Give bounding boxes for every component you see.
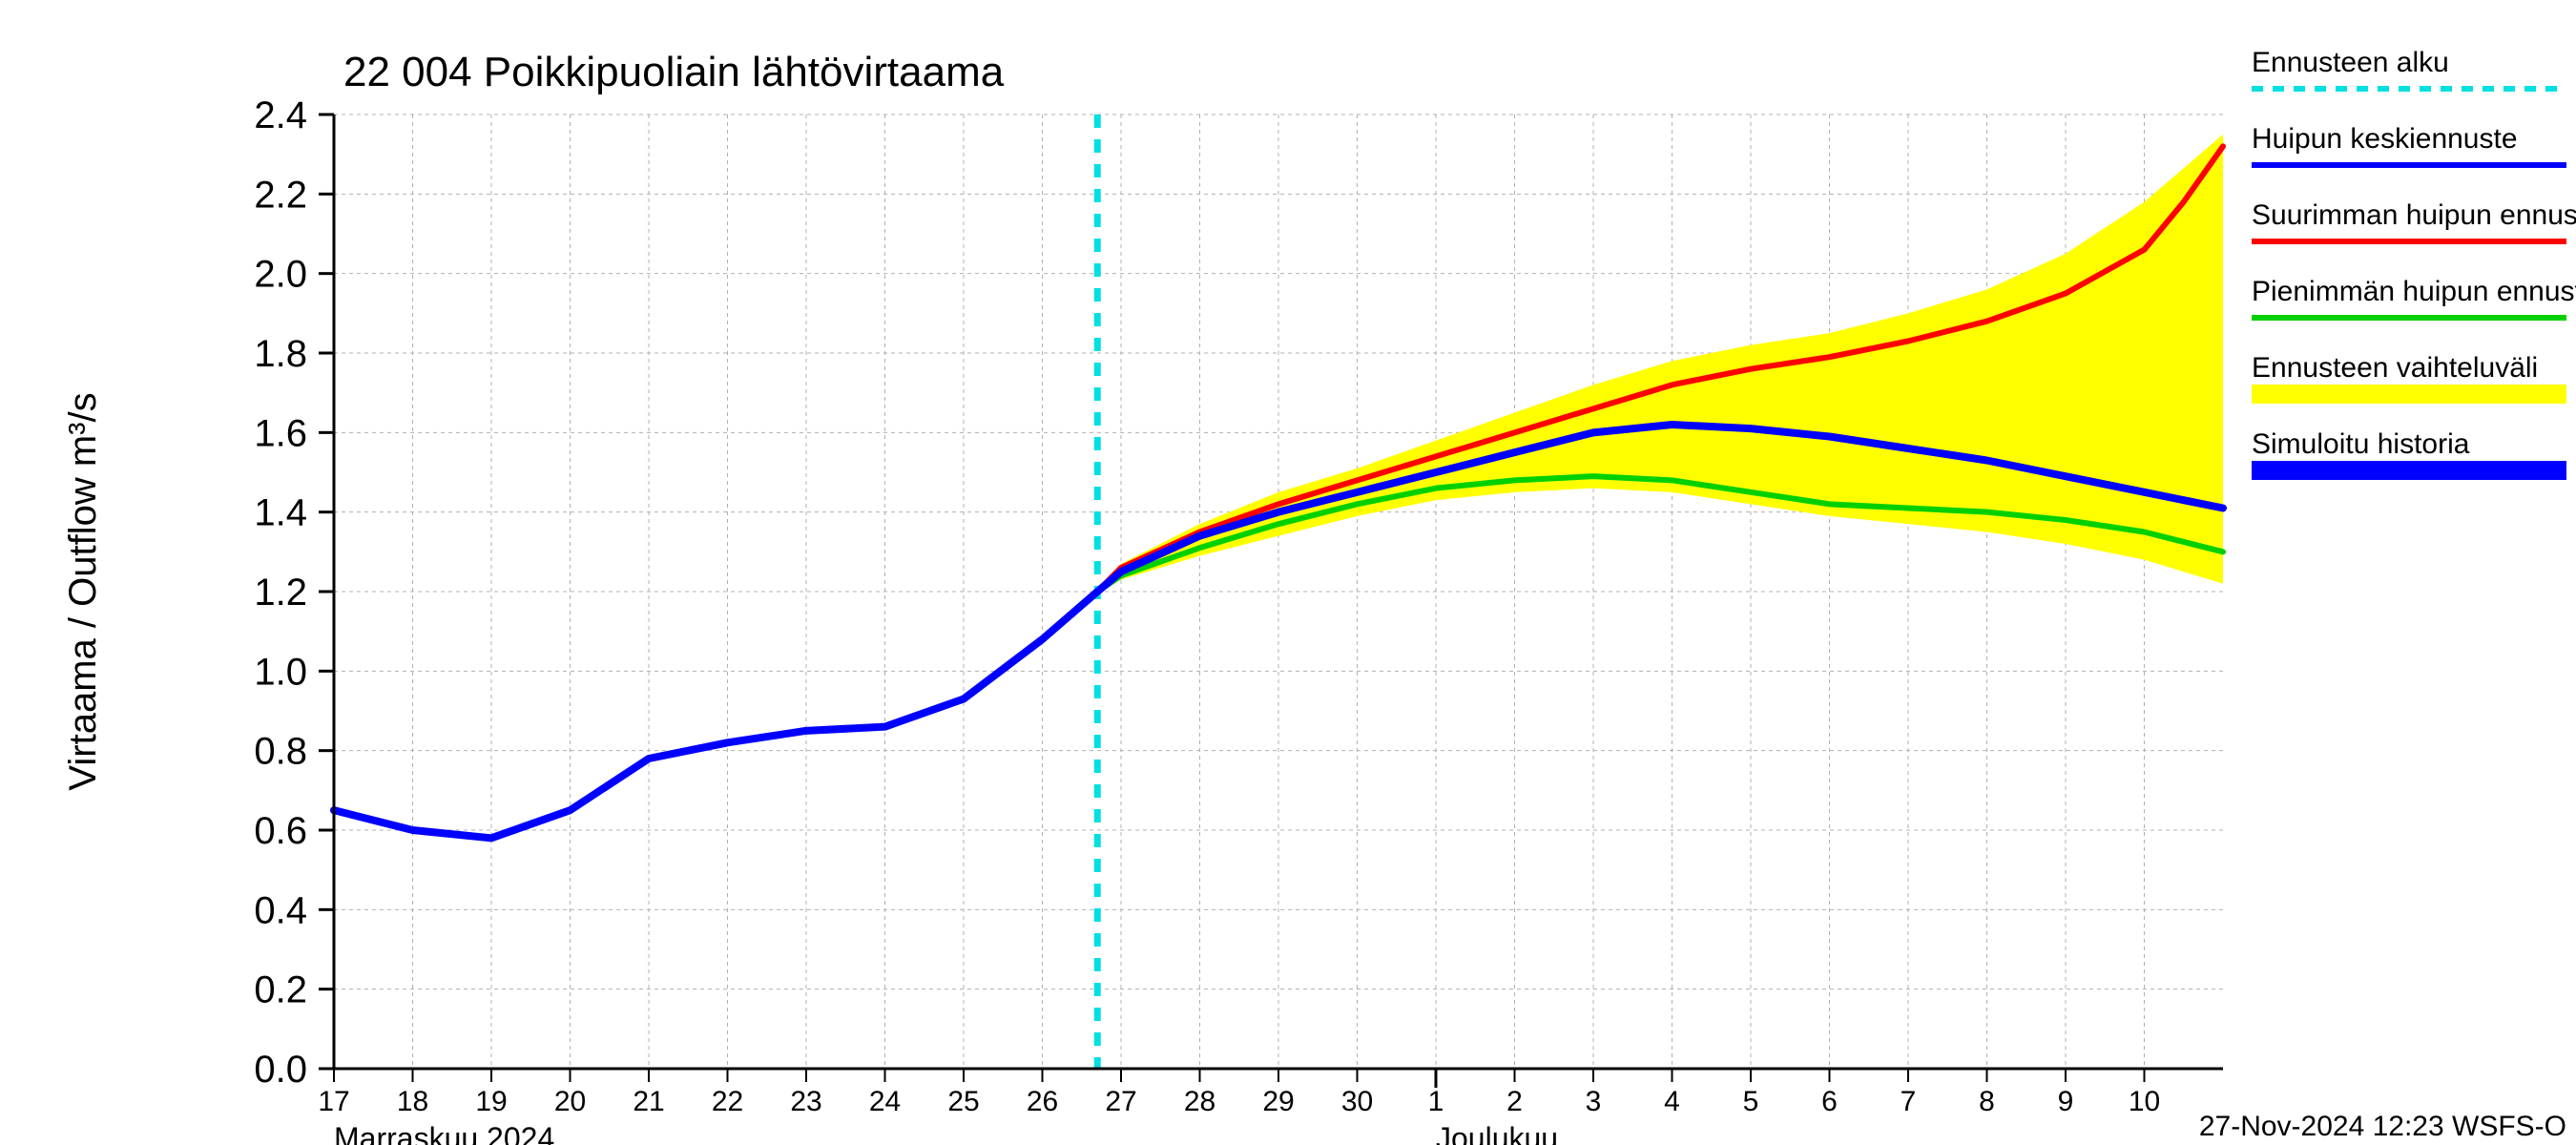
y-tick-label: 1.2 [254, 572, 307, 614]
x-tick-label: 19 [475, 1086, 507, 1117]
x-tick-label: 29 [1262, 1086, 1294, 1117]
x-tick-label: 26 [1027, 1086, 1058, 1117]
y-tick-label: 2.0 [254, 254, 307, 296]
x-tick-label: 30 [1341, 1086, 1373, 1117]
y-axis-label: Virtaama / Outflow m³/s [62, 392, 104, 790]
x-tick-label: 5 [1743, 1086, 1759, 1117]
x-tick-label: 7 [1901, 1086, 1917, 1117]
y-tick-label: 0.6 [254, 810, 307, 852]
x-tick-label: 23 [790, 1086, 821, 1117]
x-tick-label: 17 [318, 1086, 349, 1117]
legend-label: Ennusteen alku [2252, 47, 2449, 78]
x-tick-label: 18 [397, 1086, 428, 1117]
legend-label: Ennusteen vaihteluväli [2252, 352, 2538, 384]
month-label: Marraskuu 2024 [334, 1121, 554, 1145]
x-tick-label: 2 [1506, 1086, 1523, 1117]
legend-label: Suurimman huipun ennuste [2252, 199, 2576, 231]
x-tick-label: 3 [1586, 1086, 1602, 1117]
x-tick-label: 22 [712, 1086, 743, 1117]
chart-title: 22 004 Poikkipuoliain lähtövirtaama [343, 49, 1005, 95]
x-tick-label: 24 [869, 1086, 901, 1117]
legend-label: Simuloitu historia [2252, 428, 2470, 460]
x-tick-label: 1 [1428, 1086, 1444, 1117]
month-label: Joulukuu [1436, 1121, 1558, 1145]
y-tick-label: 0.4 [254, 889, 307, 931]
y-tick-label: 1.4 [254, 492, 307, 534]
y-tick-label: 1.6 [254, 412, 307, 454]
y-tick-label: 1.8 [254, 333, 307, 375]
y-tick-label: 0.2 [254, 969, 307, 1011]
chart-container: 0.0 0.2 0.4 0.6 0.8 1.0 1.2 1.4 1.6 1.8 2.0 2.2 2.4 1… [0, 0, 2576, 1145]
y-tick-label: 0.8 [254, 731, 307, 773]
legend-label: Pienimmän huipun ennuste [2252, 276, 2576, 307]
y-tick-label: 2.4 [254, 94, 307, 136]
x-tick-label: 20 [554, 1086, 586, 1117]
legend-label: Huipun keskiennuste [2252, 123, 2518, 155]
chart-svg: 0.0 0.2 0.4 0.6 0.8 1.0 1.2 1.4 1.6 1.8 2.0 2.2 2.4 1… [0, 0, 2576, 1145]
y-tick-label: 2.2 [254, 174, 307, 216]
x-tick-label: 9 [2058, 1086, 2074, 1117]
x-tick-label: 10 [2129, 1086, 2160, 1117]
x-tick-label: 28 [1184, 1086, 1215, 1117]
x-tick-label: 4 [1664, 1086, 1680, 1117]
x-tick-label: 27 [1105, 1086, 1136, 1117]
y-tick-label: 0.0 [254, 1049, 307, 1091]
x-tick-label: 25 [947, 1086, 979, 1117]
timestamp: 27-Nov-2024 12:23 WSFS-O [2199, 1111, 2566, 1142]
x-tick-label: 8 [1979, 1086, 1995, 1117]
x-tick-label: 6 [1821, 1086, 1838, 1117]
x-tick-label: 21 [633, 1086, 664, 1117]
y-tick-label: 1.0 [254, 651, 307, 693]
